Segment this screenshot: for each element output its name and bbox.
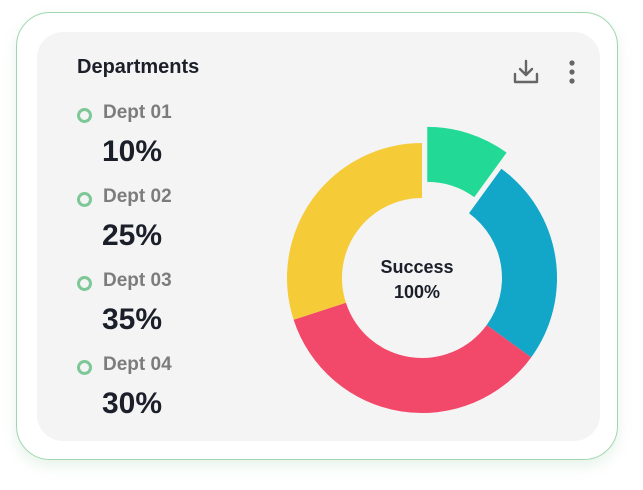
donut-slice-dept-03[interactable] [293, 302, 532, 413]
legend: Dept 01 10% Dept 02 25% Dept 03 35% Dept… [76, 100, 276, 436]
legend-value: 35% [102, 303, 163, 336]
download-icon[interactable] [512, 58, 540, 86]
legend-marker-icon [77, 276, 92, 291]
legend-marker-icon [77, 108, 92, 123]
legend-item-dept-01[interactable]: Dept 01 10% [76, 100, 276, 184]
legend-label: Dept 02 [103, 186, 172, 207]
legend-label: Dept 01 [103, 102, 172, 123]
donut-slice-dept-02[interactable] [469, 168, 557, 358]
center-label-value: 100% [393, 282, 441, 302]
legend-item-dept-03[interactable]: Dept 03 35% [76, 268, 276, 352]
legend-value: 25% [102, 219, 163, 252]
legend-item-dept-02[interactable]: Dept 02 25% [76, 184, 276, 268]
donut-chart [287, 126, 557, 413]
donut-slice-dept-04[interactable] [287, 143, 422, 320]
legend-label: Dept 03 [103, 270, 172, 291]
donut-slice-dept-01[interactable] [427, 126, 507, 198]
donut-center-label: Success 100% [337, 255, 497, 305]
legend-marker-icon [77, 192, 92, 207]
legend-value: 10% [102, 135, 163, 168]
legend-label: Dept 04 [103, 354, 172, 375]
more-vertical-icon[interactable] [562, 58, 582, 86]
legend-value: 30% [102, 387, 163, 420]
card-title: Departments [77, 56, 200, 78]
legend-marker-icon [77, 360, 92, 375]
center-label-title: Success [380, 257, 454, 277]
legend-item-dept-04[interactable]: Dept 04 30% [76, 352, 276, 436]
